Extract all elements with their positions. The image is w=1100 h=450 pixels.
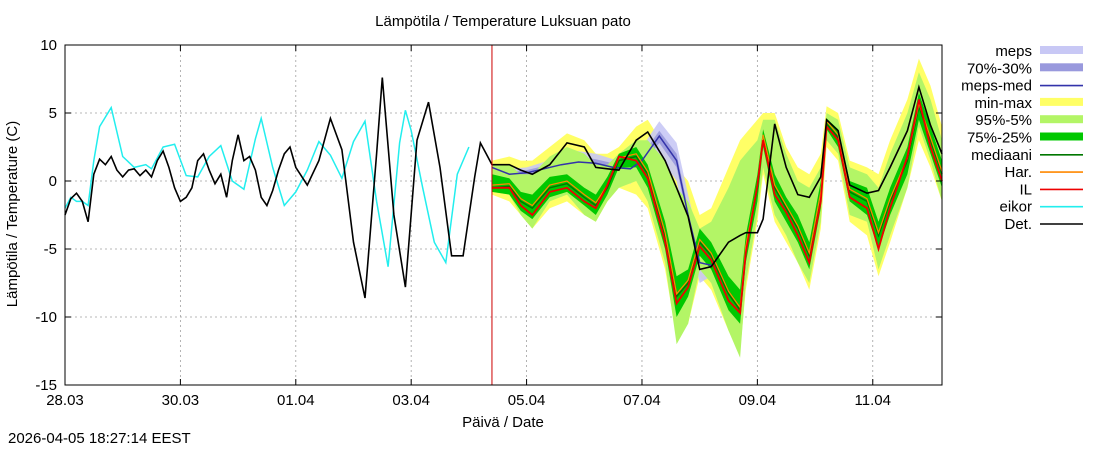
legend-swatch-p75: [1040, 132, 1083, 141]
y-tick-label: 10: [40, 37, 57, 54]
y-tick-label: 5: [49, 105, 57, 122]
x-tick-label: 03.04: [392, 392, 430, 409]
y-tick-label: 0: [49, 173, 57, 190]
legend-label-mepsmed: meps-med: [961, 78, 1032, 95]
x-tick-label: 30.03: [162, 392, 200, 409]
line-det: [64, 77, 493, 299]
y-tick-label: -5: [44, 241, 57, 258]
timestamp: 2026-04-05 18:27:14 EEST: [8, 430, 191, 447]
x-tick-label: 05.04: [508, 392, 546, 409]
legend-label-p75: 75%-25%: [967, 130, 1032, 147]
legend-swatch-meps7030: [1040, 63, 1083, 72]
legend-label-eikor: eikor: [999, 199, 1032, 216]
legend-label-meps7030: 70%-30%: [967, 60, 1032, 77]
legend: meps70%-30%meps-medmin-max95%-5%75%-25%m…: [961, 43, 1083, 233]
x-tick-label: 11.04: [855, 392, 891, 409]
legend-label-median: mediaani: [971, 147, 1032, 164]
band-95-5: [492, 72, 942, 358]
legend-label-meps: meps: [995, 43, 1032, 60]
legend-swatch-p95: [1040, 115, 1083, 124]
legend-label-il: IL: [1019, 181, 1032, 198]
x-axis-label: Päivä / Date: [462, 414, 544, 431]
y-tick-label: -15: [35, 377, 57, 394]
chart-title: Lämpötila / Temperature Luksuan pato: [375, 13, 631, 30]
line-il: [492, 99, 943, 315]
line-det-forecast: [492, 84, 943, 271]
plot-frame: [64, 44, 943, 386]
band-75-25: [492, 92, 942, 324]
legend-label-har: Har.: [1004, 164, 1032, 181]
line-meps-med: [491, 134, 712, 267]
x-tick-label: 09.04: [739, 392, 777, 409]
line-eikor: [64, 105, 470, 267]
x-tick-label: 28.03: [46, 392, 84, 409]
legend-label-det: Det.: [1004, 216, 1032, 233]
legend-swatch-meps: [1040, 46, 1083, 54]
y-tick-label: -10: [35, 309, 57, 326]
legend-label-p95: 95%-5%: [975, 112, 1032, 129]
x-tick-label: 01.04: [277, 392, 315, 409]
legend-label-minmax: min-max: [974, 95, 1032, 112]
x-tick-label: 07.04: [623, 392, 661, 409]
y-axis-label: Lämpötila / Temperature (C): [4, 121, 21, 307]
legend-swatch-minmax: [1040, 97, 1083, 106]
